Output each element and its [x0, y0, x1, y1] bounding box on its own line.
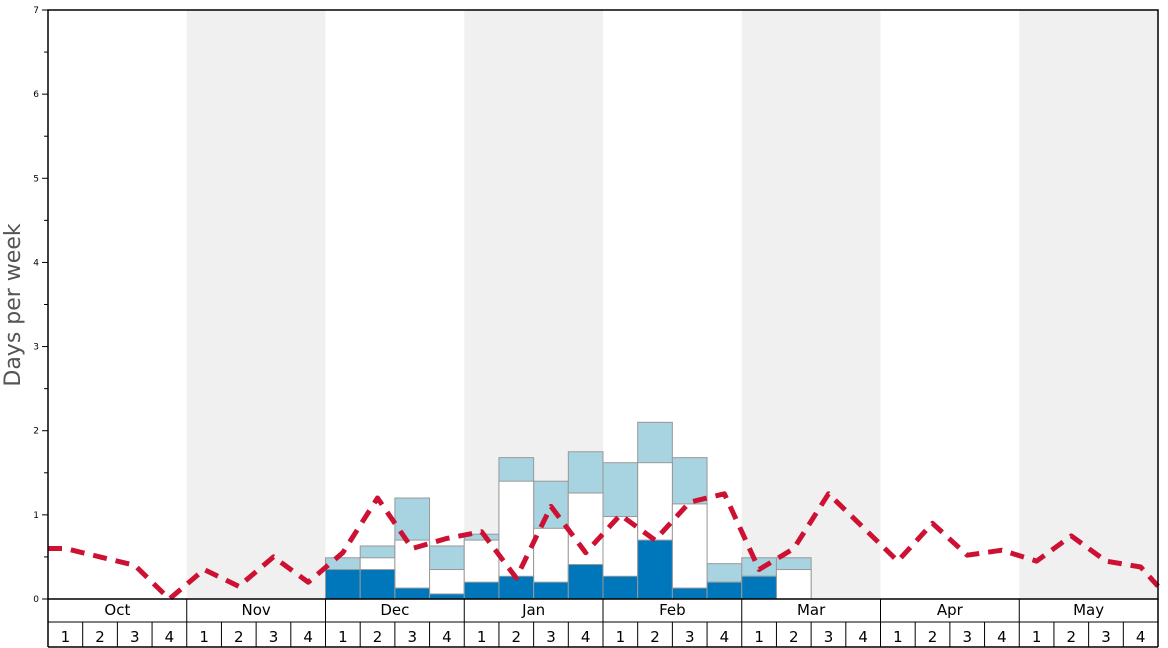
week-label: 3 — [962, 628, 972, 646]
week-label: 3 — [1101, 628, 1111, 646]
week-label: 3 — [685, 628, 695, 646]
month-label-apr: Apr — [937, 601, 964, 619]
week-label: 2 — [928, 628, 938, 646]
y-tick-label: 6 — [33, 90, 39, 100]
dark-bar-17 — [637, 539, 673, 600]
week-label: 2 — [650, 628, 660, 646]
dark-bar-10 — [394, 587, 431, 600]
y-tick-label: 5 — [33, 174, 39, 184]
bars — [325, 421, 812, 600]
month-shade-nov — [186, 10, 326, 599]
week-label: 1 — [338, 628, 348, 646]
y-tick-label: 4 — [33, 258, 39, 268]
week-label: 2 — [1067, 628, 1077, 646]
week-label: 4 — [303, 628, 313, 646]
dark-bar-8 — [325, 569, 361, 600]
month-label-nov: Nov — [241, 601, 270, 619]
dark-bar-18 — [671, 587, 708, 600]
week-label: 4 — [858, 628, 868, 646]
y-tick-label: 2 — [33, 427, 39, 437]
month-shade-mar — [741, 10, 881, 599]
week-label: 1 — [61, 628, 71, 646]
week-label: 4 — [997, 628, 1007, 646]
week-label: 4 — [165, 628, 175, 646]
dark-bar-19 — [706, 581, 743, 600]
week-label: 3 — [130, 628, 140, 646]
month-label-oct: Oct — [104, 601, 130, 619]
y-tick-label: 7 — [33, 6, 39, 16]
white-bar-18 — [671, 503, 708, 600]
month-label-may: May — [1073, 601, 1104, 619]
week-label: 4 — [442, 628, 452, 646]
week-label: 1 — [616, 628, 626, 646]
dark-bar-15 — [567, 564, 604, 600]
month-label-jan: Jan — [521, 601, 545, 619]
week-label: 1 — [754, 628, 764, 646]
month-label-dec: Dec — [380, 601, 409, 619]
week-label: 1 — [893, 628, 903, 646]
week-label: 3 — [269, 628, 279, 646]
week-label: 4 — [581, 628, 591, 646]
dark-bar-20 — [741, 575, 777, 600]
axis-labels: 0 1 2 3 4 5 6 7 Oct 1 2 3 4 Nov 1 2 3 4 Dec 1 2 3 4 Jan 1 2 3 4 Feb 1… — [33, 6, 1145, 646]
week-label: 1 — [477, 628, 487, 646]
week-label: 3 — [407, 628, 417, 646]
dark-bar-14 — [533, 581, 569, 600]
week-label: 2 — [95, 628, 105, 646]
week-label: 1 — [199, 628, 209, 646]
month-label-feb: Feb — [659, 601, 686, 619]
week-label: 2 — [234, 628, 244, 646]
dark-bar-12 — [463, 581, 500, 600]
week-label: 3 — [824, 628, 834, 646]
y-tick-label: 1 — [33, 511, 39, 521]
dark-bar-11 — [429, 593, 465, 600]
y-axis-label: Days per week — [1, 223, 26, 386]
y-tick-label: 0 — [33, 595, 39, 605]
y-tick-label: 3 — [33, 343, 39, 353]
month-shading — [186, 10, 1158, 599]
week-label: 2 — [373, 628, 383, 646]
week-label: 2 — [789, 628, 799, 646]
week-label: 4 — [1136, 628, 1146, 646]
axes — [42, 9, 1159, 648]
white-bar-21 — [775, 569, 812, 600]
week-label: 1 — [1032, 628, 1042, 646]
dark-bar-16 — [602, 575, 639, 600]
month-shade-may — [1019, 10, 1158, 599]
week-label: 4 — [720, 628, 730, 646]
month-label-mar: Mar — [797, 601, 826, 619]
dark-bar-9 — [359, 569, 396, 600]
week-label: 2 — [512, 628, 522, 646]
week-label: 3 — [546, 628, 556, 646]
